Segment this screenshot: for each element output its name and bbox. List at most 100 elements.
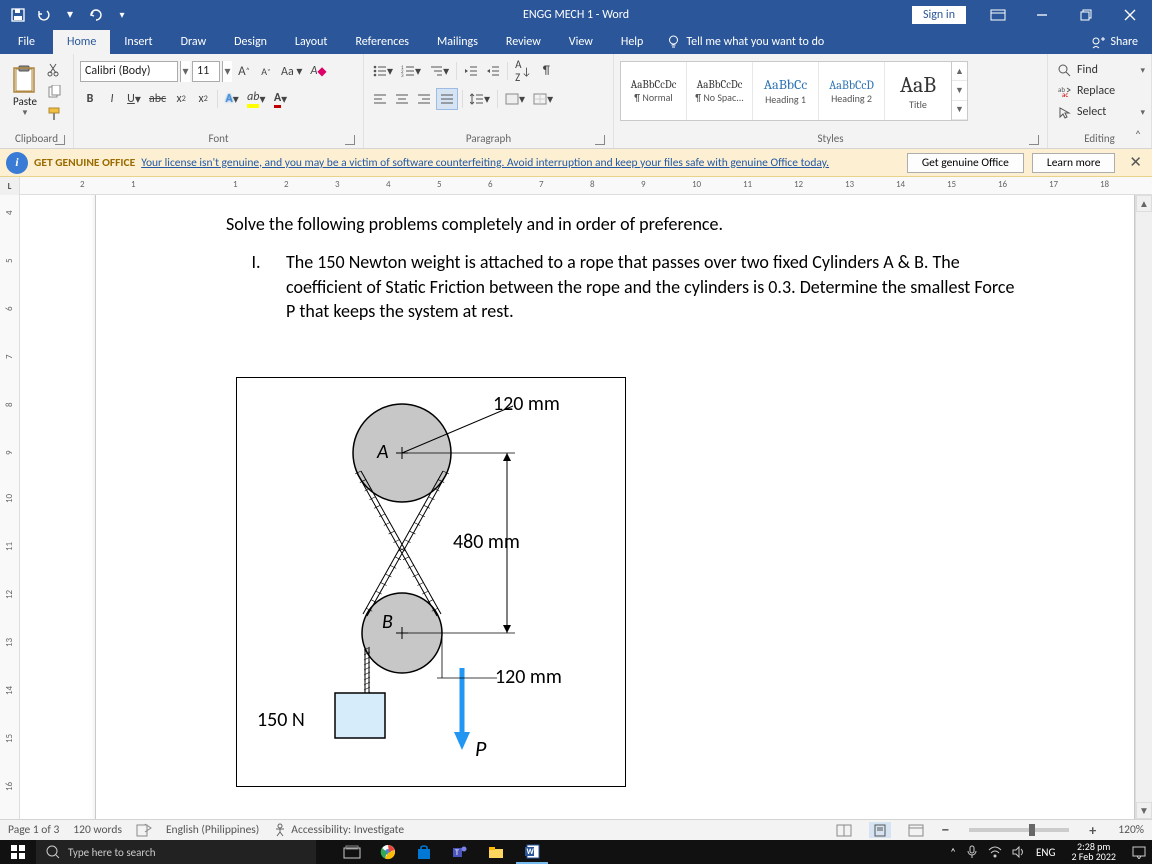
shading-icon[interactable]: ▾ (502, 88, 528, 110)
bold-button[interactable]: B (80, 88, 100, 110)
taskbar-word-icon[interactable]: W (516, 840, 548, 864)
tab-layout[interactable]: Layout (281, 30, 342, 54)
grow-font-icon[interactable]: A˄ (234, 60, 254, 82)
font-size-dropdown-icon[interactable]: ▾ (222, 61, 232, 82)
style-scroll-more-icon[interactable]: ▼ (952, 101, 967, 120)
collapse-ribbon-icon[interactable]: ˄ (1130, 128, 1146, 144)
font-color-icon[interactable]: A ▾ (271, 88, 291, 110)
save-icon[interactable] (6, 4, 30, 26)
ruler-vertical[interactable]: 45678910111213141516 (0, 195, 20, 819)
tray-chevron-icon[interactable]: ˄ (950, 846, 956, 859)
tab-insert[interactable]: Insert (110, 30, 166, 54)
paragraph-launcher-icon[interactable] (595, 135, 605, 145)
status-words[interactable]: 120 words (73, 823, 122, 837)
multilevel-list-icon[interactable]: ▾ (426, 60, 452, 82)
taskbar-chrome-icon[interactable] (372, 840, 404, 864)
shrink-font-icon[interactable]: A˅ (256, 60, 276, 82)
scrollbar-vertical[interactable]: ▲ ▼ (1135, 195, 1152, 819)
style-heading-2[interactable]: AaBbCcDHeading 2 (819, 62, 885, 120)
font-name-dropdown-icon[interactable]: ▾ (180, 61, 190, 82)
font-size-box[interactable]: 11 (192, 61, 220, 82)
text-effects-icon[interactable]: A ▾ (222, 88, 242, 110)
tab-selector-icon[interactable]: L (0, 177, 20, 195)
decrease-indent-icon[interactable] (461, 60, 481, 82)
tab-file[interactable]: File (0, 30, 53, 54)
italic-button[interactable]: I (102, 88, 122, 110)
tab-review[interactable]: Review (492, 30, 555, 54)
style-scroll-down-icon[interactable]: ▼ (952, 81, 967, 100)
undo-icon[interactable] (32, 4, 56, 26)
style-gallery[interactable]: AaBbCcDc¶ NormalAaBbCcDc¶ No Spac...AaBb… (620, 61, 968, 121)
taskbar-store-icon[interactable] (408, 840, 440, 864)
style---normal[interactable]: AaBbCcDc¶ Normal (621, 62, 687, 120)
ruler-horizontal[interactable]: L 2112345678910111213141516171819 (0, 177, 1152, 195)
numbering-icon[interactable]: 123 ▾ (398, 60, 424, 82)
align-right-icon[interactable] (414, 88, 434, 110)
taskbar-search[interactable]: Type here to search (36, 840, 316, 864)
warning-message[interactable]: Your license isn't genuine, and you may … (141, 156, 829, 170)
tab-view[interactable]: View (555, 30, 607, 54)
justify-icon[interactable] (436, 88, 458, 110)
tab-mailings[interactable]: Mailings (423, 30, 492, 54)
tab-references[interactable]: References (341, 30, 423, 54)
align-center-icon[interactable] (392, 88, 412, 110)
paste-button[interactable]: Paste ▼ (6, 58, 44, 124)
zoom-in-icon[interactable]: + (1089, 822, 1096, 839)
redo-icon[interactable] (84, 4, 108, 26)
status-language[interactable]: English (Philippines) (166, 823, 259, 837)
subscript-button[interactable]: x2 (171, 88, 191, 110)
line-spacing-icon[interactable]: ▾ (467, 88, 493, 110)
highlight-icon[interactable]: ab ▾ (244, 88, 268, 110)
learn-more-button[interactable]: Learn more (1032, 153, 1116, 173)
tray-notifications-icon[interactable] (1132, 846, 1146, 859)
style---no-spac---[interactable]: AaBbCcDc¶ No Spac... (687, 62, 753, 120)
web-layout-icon[interactable] (905, 822, 927, 838)
increase-indent-icon[interactable] (483, 60, 503, 82)
tell-me-box[interactable]: Tell me what you want to do (657, 30, 834, 54)
zoom-slider[interactable] (969, 828, 1069, 832)
tray-mic-icon[interactable] (966, 845, 978, 859)
replace-button[interactable]: abacReplace (1054, 81, 1145, 101)
document-page[interactable]: Solve the following problems completely … (20, 195, 1135, 819)
style-scroll-up-icon[interactable]: ▲ (952, 62, 967, 81)
tray-volume-icon[interactable] (1012, 846, 1026, 858)
zoom-out-icon[interactable]: − (941, 821, 949, 840)
start-button[interactable] (0, 845, 36, 859)
align-left-icon[interactable] (370, 88, 390, 110)
underline-button[interactable]: U ▾ (124, 88, 144, 110)
taskbar-explorer-icon[interactable] (480, 840, 512, 864)
superscript-button[interactable]: x2 (193, 88, 213, 110)
clear-formatting-icon[interactable]: A◆ (307, 60, 329, 82)
format-painter-icon[interactable] (44, 104, 64, 124)
tray-clock[interactable]: 2:28 pm 2 Feb 2022 (1065, 842, 1122, 863)
zoom-level[interactable]: 120% (1118, 823, 1144, 837)
cut-icon[interactable] (44, 60, 64, 80)
find-button[interactable]: Find▾ (1054, 60, 1145, 80)
borders-icon[interactable]: ▾ (530, 88, 556, 110)
sign-in-button[interactable]: Sign in (912, 6, 966, 24)
print-layout-icon[interactable] (869, 822, 891, 838)
qat-customize-icon[interactable]: ▾ (110, 4, 134, 26)
status-accessibility[interactable]: Accessibility: Investigate (273, 823, 404, 837)
scroll-up-icon[interactable]: ▲ (1136, 195, 1152, 212)
minimize-icon[interactable] (1020, 0, 1064, 29)
style-title[interactable]: AaBTitle (885, 62, 951, 120)
style-heading-1[interactable]: AaBbCcHeading 1 (753, 62, 819, 120)
status-page[interactable]: Page 1 of 3 (8, 823, 59, 837)
taskbar-taskview-icon[interactable] (336, 840, 368, 864)
clipboard-launcher-icon[interactable] (55, 135, 65, 145)
tray-wifi-icon[interactable] (988, 846, 1002, 858)
show-marks-icon[interactable]: ¶ (536, 60, 556, 82)
tab-help[interactable]: Help (607, 30, 658, 54)
get-genuine-button[interactable]: Get genuine Office (907, 153, 1024, 173)
font-launcher-icon[interactable] (345, 135, 355, 145)
bullets-icon[interactable]: ▾ (370, 60, 396, 82)
read-mode-icon[interactable] (833, 822, 855, 838)
font-name-box[interactable]: Calibri (Body) (80, 61, 178, 82)
styles-launcher-icon[interactable] (1029, 135, 1039, 145)
tab-design[interactable]: Design (220, 30, 281, 54)
sort-icon[interactable]: AZ↓ (512, 60, 534, 82)
scroll-down-icon[interactable]: ▼ (1136, 802, 1152, 819)
restore-icon[interactable] (1064, 0, 1108, 29)
change-case-icon[interactable]: Aa ▾ (278, 60, 305, 82)
